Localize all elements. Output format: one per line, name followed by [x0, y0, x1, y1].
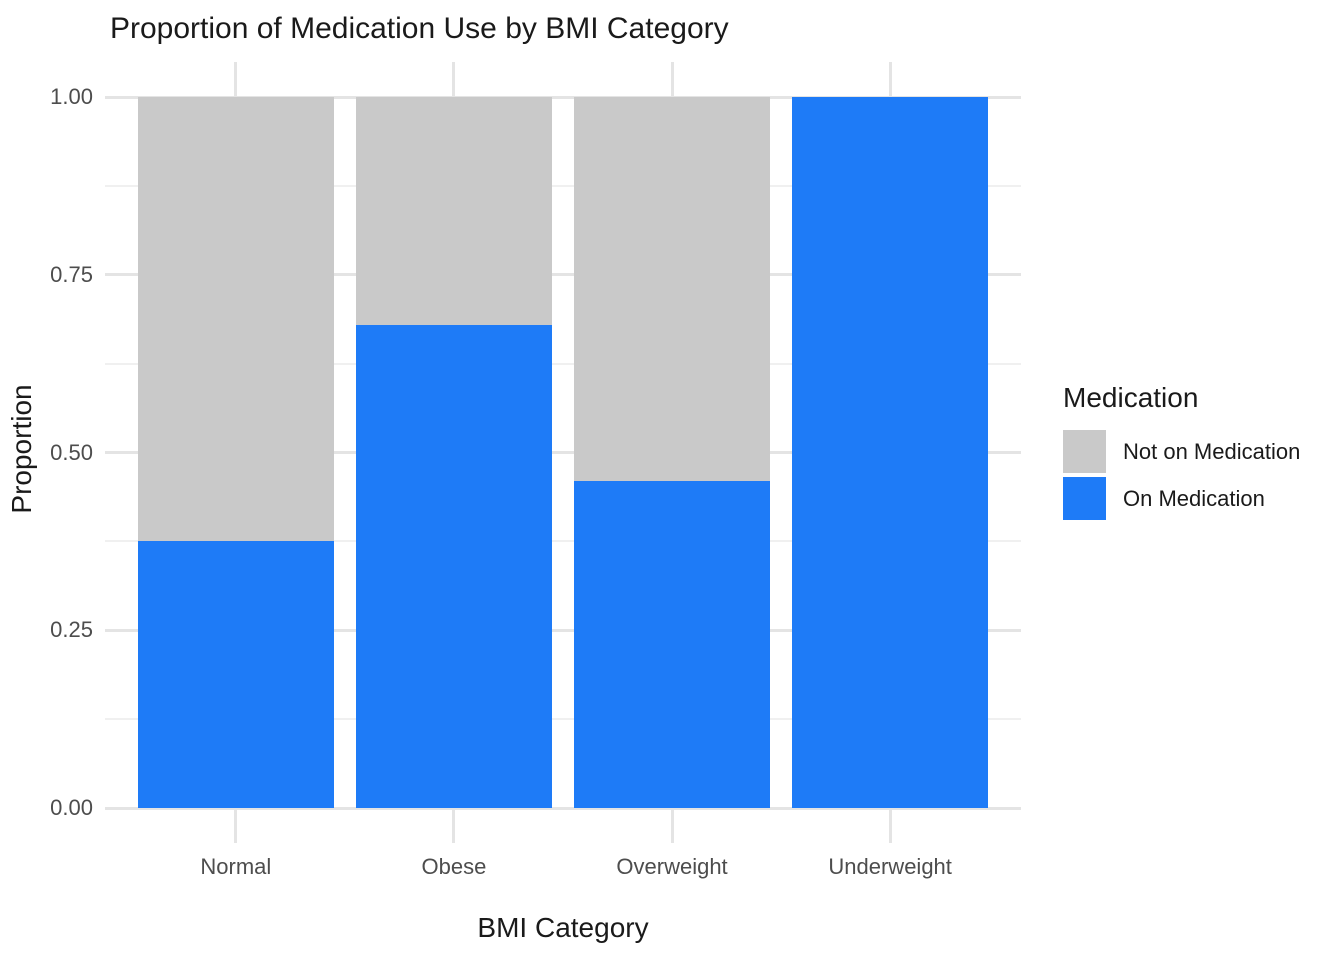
minor-gridline [105, 718, 1021, 721]
bar-segment-on-medication [355, 324, 553, 808]
chart-title: Proportion of Medication Use by BMI Cate… [110, 12, 729, 45]
bar-segment-not-on-medication [573, 97, 771, 481]
x-axis-title: BMI Category [477, 912, 649, 943]
legend: Medication Not on Medication On Medicati… [1063, 382, 1300, 524]
bar-segment-on-medication [792, 97, 989, 808]
bar-segment-not-on-medication [355, 97, 553, 325]
y-tick-label: 0.50 [50, 439, 93, 465]
legend-item: On Medication [1063, 477, 1300, 520]
y-tick-label: 0.75 [50, 261, 93, 287]
major-gridline [105, 628, 1021, 632]
legend-swatch-on-medication [1063, 477, 1106, 520]
minor-gridline [105, 184, 1021, 187]
legend-label: Not on Medication [1123, 438, 1301, 464]
legend-title: Medication [1063, 382, 1199, 413]
y-tick-label: 0.25 [50, 617, 93, 643]
plot-panel [105, 62, 1021, 843]
x-tick-label: Obese [421, 854, 487, 879]
legend-label: On Medication [1123, 485, 1265, 511]
y-tick-label: 0.00 [50, 795, 93, 820]
major-gridline [105, 95, 1021, 99]
bar-segment-on-medication [573, 480, 771, 808]
major-gridline [105, 451, 1021, 454]
x-tick-label: Underweight [828, 854, 952, 879]
major-gridline [105, 806, 1021, 810]
legend-item: Not on Medication [1063, 430, 1300, 473]
y-tick-label: 1.00 [50, 84, 93, 109]
bar-segment-on-medication [137, 541, 334, 808]
bar-segment-not-on-medication [137, 97, 334, 542]
legend-swatch-not-on-medication [1063, 430, 1106, 473]
minor-gridline [105, 540, 1021, 543]
x-tick-label: Normal [200, 854, 272, 879]
x-tick-label: Overweight [616, 854, 728, 879]
major-gridline [105, 273, 1021, 277]
minor-gridline [105, 362, 1021, 365]
